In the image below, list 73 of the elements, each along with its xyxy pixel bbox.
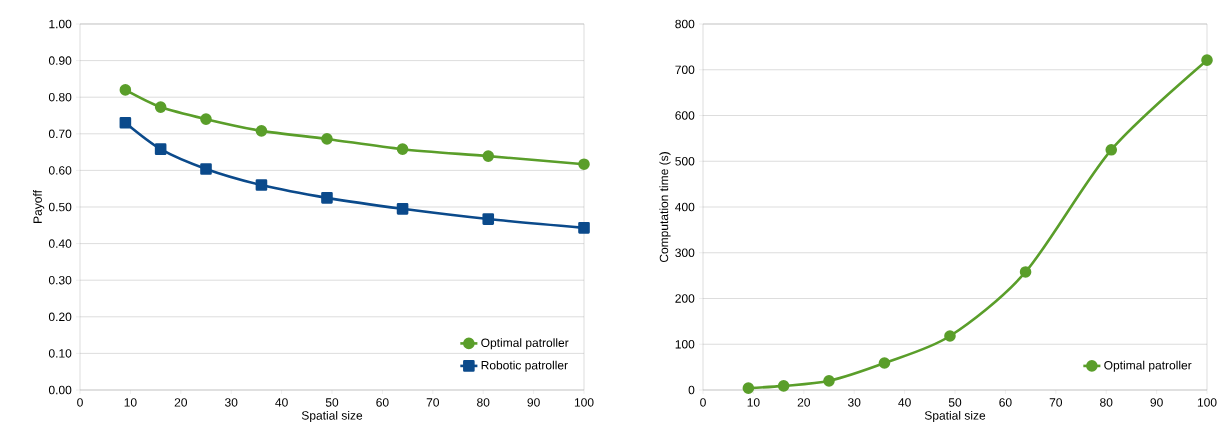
y-tick-label: 0.90 (48, 56, 72, 65)
x-tick-label: 50 (325, 398, 339, 407)
point (1105, 144, 1118, 156)
x-tick-label: 20 (797, 398, 811, 407)
y-tick-label: 0.50 (48, 202, 72, 212)
point (944, 330, 956, 342)
point (119, 117, 132, 129)
x-axis-title: Spatial size (301, 410, 363, 423)
y-tick-label: 0.70 (48, 129, 72, 139)
x-tick-label: 60 (376, 398, 389, 407)
y-tick-label: 800 (675, 19, 695, 29)
y-tick-label: 0.80 (48, 92, 72, 102)
y-axis-title: Payoff (33, 190, 45, 223)
point (742, 382, 755, 394)
y-tick-label: 0.00 (48, 385, 72, 395)
point (777, 380, 790, 392)
point (823, 375, 835, 387)
legend-label: Optimal patroller (481, 338, 569, 350)
x-tick-label: 100 (1197, 398, 1217, 407)
y-axis-title: Computation time (s) (659, 152, 671, 263)
y-tick-label: 200 (675, 294, 695, 303)
point (482, 150, 495, 162)
x-tick-label: 60 (999, 398, 1012, 407)
x-tick-label: 30 (847, 398, 861, 407)
x-tick-label: 20 (174, 398, 188, 407)
y-tick-label: 1.00 (49, 19, 72, 29)
point (1019, 266, 1032, 278)
y-tick-label: 500 (675, 157, 695, 166)
point (321, 192, 333, 204)
x-tick-label: 90 (527, 398, 540, 407)
point (255, 179, 268, 191)
x-tick-label: 50 (948, 398, 962, 407)
y-tick-label: 0.20 (48, 312, 72, 322)
point (255, 125, 268, 137)
point (1201, 54, 1213, 66)
x-tick-label: 0 (700, 398, 706, 407)
y-tick-label: 0.10 (48, 349, 72, 358)
point (396, 143, 409, 155)
x-tick-label: 70 (1049, 398, 1063, 407)
x-tick-label: 80 (1100, 398, 1113, 407)
legend-label: Optimal patroller (1104, 360, 1192, 372)
x-tick-label: 40 (275, 398, 288, 407)
point (321, 133, 333, 145)
x-tick-label: 0 (77, 398, 83, 407)
y-tick-label: 0.40 (48, 239, 72, 248)
x-tick-label: 80 (477, 398, 490, 407)
x-tick-label: 10 (124, 398, 137, 407)
y-tick-label: 0.60 (48, 166, 72, 175)
legend-label: Robotic patroller (481, 360, 568, 372)
point (878, 357, 891, 369)
y-tick-label: 0.30 (48, 275, 72, 285)
point (396, 203, 409, 215)
point (200, 163, 212, 175)
point (154, 101, 167, 113)
y-tick-label: 100 (675, 340, 695, 349)
x-axis-title: Spatial size (924, 410, 986, 423)
point (482, 213, 495, 225)
x-tick-label: 10 (747, 398, 760, 407)
point (154, 143, 167, 155)
y-tick-label: 600 (675, 111, 695, 120)
x-tick-label: 70 (426, 398, 440, 407)
y-tick-label: 400 (675, 202, 695, 212)
point (119, 84, 132, 96)
x-tick-label: 100 (574, 398, 594, 407)
x-tick-label: 40 (898, 398, 911, 407)
x-tick-label: 90 (1150, 398, 1163, 407)
y-tick-label: 300 (675, 248, 695, 257)
point (578, 158, 590, 170)
point (200, 113, 212, 125)
point (578, 222, 590, 234)
y-tick-label: 0 (688, 385, 695, 395)
x-tick-label: 30 (224, 398, 238, 407)
y-tick-label: 700 (675, 65, 695, 74)
